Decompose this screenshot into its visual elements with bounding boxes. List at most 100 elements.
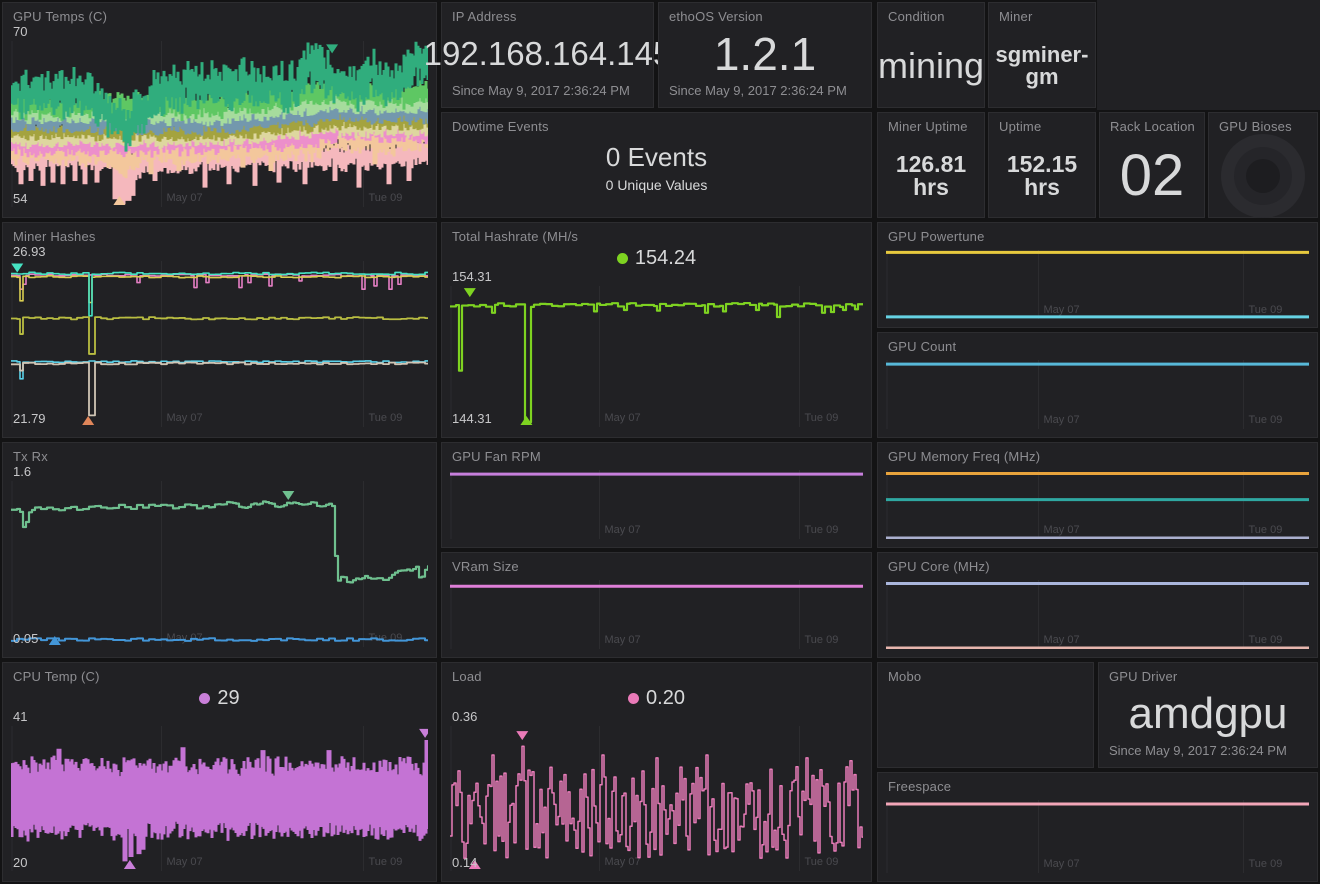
panel-title[interactable]: GPU Driver bbox=[1109, 669, 1178, 684]
chart-canvas: May 07 Tue 09 bbox=[450, 286, 863, 427]
current-value: 0.20 bbox=[646, 686, 685, 709]
chart-canvas: May 07 Tue 09 bbox=[886, 250, 1309, 319]
unique-values-count: 0 Unique Values bbox=[605, 177, 708, 193]
panel-title[interactable]: Total Hashrate (MH/s bbox=[452, 229, 579, 244]
y-axis-min: 54 bbox=[13, 191, 28, 206]
panel-title[interactable]: GPU Powertune bbox=[888, 229, 985, 244]
panel-freespace: Freespace May 07 Tue 09 bbox=[877, 772, 1318, 882]
panel-title[interactable]: GPU Temps (C) bbox=[13, 9, 108, 24]
panel-title[interactable]: GPU Fan RPM bbox=[452, 449, 541, 464]
empty-donut-chart bbox=[1221, 134, 1305, 218]
miner-uptime-value: 126.81 hrs bbox=[895, 150, 967, 200]
panel-title[interactable]: Uptime bbox=[999, 119, 1042, 134]
svg-text:Tue 09: Tue 09 bbox=[1249, 524, 1283, 536]
chart-canvas: May 07 Tue 09 bbox=[11, 726, 428, 871]
panel-vram-size: VRam Size May 07 Tue 09 bbox=[441, 552, 872, 658]
panel-title[interactable]: Dowtime Events bbox=[452, 119, 549, 134]
panel-uptime: Uptime 152.15 hrs bbox=[988, 112, 1096, 218]
panel-title[interactable]: GPU Core (MHz) bbox=[888, 559, 990, 574]
since-timestamp: Since May 9, 2017 2:36:24 PM bbox=[452, 83, 630, 98]
panel-title[interactable]: Mobo bbox=[888, 669, 922, 684]
gpu-memory-freq-chart[interactable]: May 07 Tue 09 bbox=[886, 470, 1309, 539]
miner-value: sgminer-gm bbox=[995, 41, 1089, 89]
panel-title[interactable]: GPU Memory Freq (MHz) bbox=[888, 449, 1041, 464]
panel-title[interactable]: Miner Hashes bbox=[13, 229, 96, 244]
panel-title[interactable]: Tx Rx bbox=[13, 449, 48, 464]
panel-title[interactable]: CPU Temp (C) bbox=[13, 669, 100, 684]
gpu-core-chart[interactable]: May 07 Tue 09 bbox=[886, 580, 1309, 649]
panel-gpu-temps: GPU Temps (C) 70 54 May 07 Tue 09 bbox=[2, 2, 437, 218]
panel-title[interactable]: Freespace bbox=[888, 779, 952, 794]
svg-text:May 07: May 07 bbox=[167, 412, 203, 424]
miner-hashes-chart[interactable]: 26.93 21.79 May 07 Tue 09 bbox=[11, 245, 428, 427]
chart-canvas: May 07 Tue 09 bbox=[11, 41, 428, 207]
panel-gpu-count: GPU Count May 07 Tue 09 bbox=[877, 332, 1318, 438]
gpu-driver-value: amdgpu bbox=[1128, 688, 1288, 738]
panel-title[interactable]: Condition bbox=[888, 9, 945, 24]
panel-rack-location: Rack Location 02 bbox=[1099, 112, 1205, 218]
svg-text:May 07: May 07 bbox=[167, 192, 203, 204]
svg-text:Tue 09: Tue 09 bbox=[1249, 414, 1283, 426]
chart-canvas: May 07 Tue 09 bbox=[886, 800, 1309, 873]
panel-ethos-version: ethoOS Version 1.2.1 Since May 9, 2017 2… bbox=[658, 2, 872, 108]
since-timestamp: Since May 9, 2017 2:36:24 PM bbox=[669, 83, 847, 98]
current-value-legend: 29 bbox=[3, 684, 436, 712]
freespace-chart[interactable]: May 07 Tue 09 bbox=[886, 800, 1309, 873]
panel-cpu-temp: CPU Temp (C) 29 41 20 May 07 Tue 09 bbox=[2, 662, 437, 882]
vram-size-chart[interactable]: May 07 Tue 09 bbox=[450, 580, 863, 649]
panel-title[interactable]: Load bbox=[452, 669, 482, 684]
series-dot bbox=[199, 692, 211, 704]
y-axis-max: 1.6 bbox=[13, 464, 32, 479]
total-hashrate-chart[interactable]: 154.31 144.31 May 07 Tue 09 bbox=[450, 270, 863, 427]
y-axis-max: 0.36 bbox=[452, 709, 478, 724]
ethos-version-value: 1.2.1 bbox=[713, 27, 817, 80]
y-axis-max: 154.31 bbox=[452, 269, 492, 284]
panel-title[interactable]: Rack Location bbox=[1110, 119, 1195, 134]
chart-canvas: May 07 Tue 09 bbox=[450, 726, 863, 871]
svg-text:May 07: May 07 bbox=[605, 856, 641, 868]
panel-ip-address: IP Address 192.168.164.145 Since May 9, … bbox=[423, 2, 672, 108]
svg-text:Tue 09: Tue 09 bbox=[805, 524, 839, 536]
panel-dowtime-events: Dowtime Events 0 Events 0 Unique Values bbox=[441, 112, 872, 218]
svg-text:May 07: May 07 bbox=[1044, 304, 1080, 316]
panel-total-hashrate: Total Hashrate (MH/s 154.24 154.31 144.3… bbox=[441, 222, 872, 438]
panel-title[interactable]: Miner bbox=[999, 9, 1033, 24]
current-value: 154.24 bbox=[634, 246, 697, 269]
gpu-fan-rpm-chart[interactable]: May 07 Tue 09 bbox=[450, 470, 863, 539]
svg-text:May 07: May 07 bbox=[605, 634, 641, 646]
panel-gpu-bioses: GPU Bioses bbox=[1208, 112, 1318, 218]
panel-title[interactable]: IP Address bbox=[452, 9, 517, 24]
panel-condition: Condition mining bbox=[877, 2, 985, 108]
gpu-temps-chart[interactable]: 70 54 May 07 Tue 09 bbox=[11, 25, 428, 207]
chart-canvas: May 07 Tue 09 bbox=[450, 580, 863, 649]
panel-gpu-core: GPU Core (MHz) May 07 Tue 09 bbox=[877, 552, 1318, 658]
svg-text:May 07: May 07 bbox=[1044, 414, 1080, 426]
svg-text:Tue 09: Tue 09 bbox=[1249, 634, 1283, 646]
svg-text:Tue 09: Tue 09 bbox=[369, 192, 403, 204]
panel-title[interactable]: Miner Uptime bbox=[888, 119, 968, 134]
cpu-temp-chart[interactable]: 41 20 May 07 Tue 09 bbox=[11, 710, 428, 871]
svg-text:May 07: May 07 bbox=[1044, 858, 1080, 870]
chart-canvas: May 07 Tue 09 bbox=[886, 360, 1309, 429]
condition-value: mining bbox=[877, 44, 985, 86]
since-timestamp: Since May 9, 2017 2:36:24 PM bbox=[1109, 743, 1287, 758]
panel-miner-uptime: Miner Uptime 126.81 hrs bbox=[877, 112, 985, 218]
ip-address-value: 192.168.164.145 bbox=[423, 35, 672, 72]
current-value: 29 bbox=[217, 686, 240, 709]
panel-title[interactable]: VRam Size bbox=[452, 559, 519, 574]
svg-text:Tue 09: Tue 09 bbox=[369, 856, 403, 868]
panel-tx-rx: Tx Rx 1.6 0.05 May 07 Tue 09 bbox=[2, 442, 437, 658]
panel-miner-hashes: Miner Hashes 26.93 21.79 May 07 Tue 09 bbox=[2, 222, 437, 438]
y-axis-max: 41 bbox=[13, 709, 28, 724]
y-axis-min: 0.05 bbox=[13, 631, 39, 646]
panel-title[interactable]: ethoOS Version bbox=[669, 9, 763, 24]
panel-load: Load 0.20 0.36 0.14 May 07 Tue 09 bbox=[441, 662, 872, 882]
load-chart[interactable]: 0.36 0.14 May 07 Tue 09 bbox=[450, 710, 863, 871]
svg-text:May 07: May 07 bbox=[167, 632, 203, 644]
panel-title[interactable]: GPU Bioses bbox=[1219, 119, 1292, 134]
tx-rx-chart[interactable]: 1.6 0.05 May 07 Tue 09 bbox=[11, 465, 428, 647]
gpu-count-chart[interactable]: May 07 Tue 09 bbox=[886, 360, 1309, 429]
panel-title[interactable]: GPU Count bbox=[888, 339, 957, 354]
gpu-powertune-chart[interactable]: May 07 Tue 09 bbox=[886, 250, 1309, 319]
